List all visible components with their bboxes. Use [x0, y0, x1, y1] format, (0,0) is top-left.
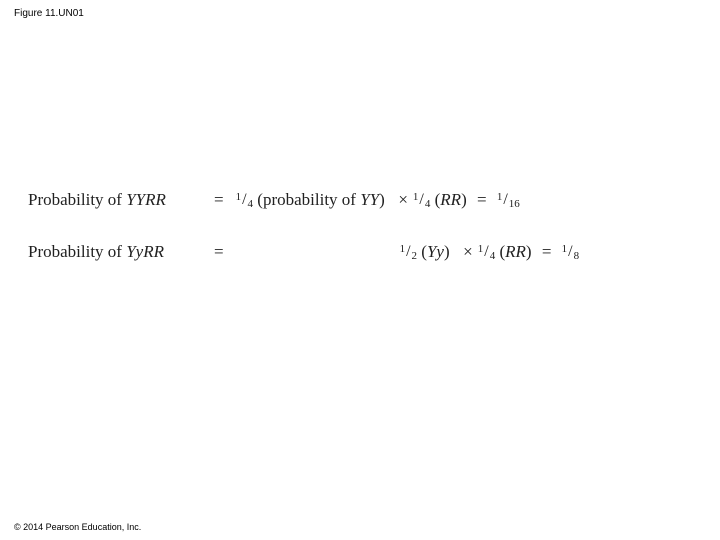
- equals-sign: =: [208, 190, 230, 210]
- equals-sign: =: [532, 242, 562, 262]
- probability-row-1: Probability of YYRR = 1/4 (probability o…: [28, 190, 692, 210]
- fraction-1-2: 1/2: [400, 244, 417, 260]
- fraction-1-4: 1/4: [236, 192, 253, 208]
- frac-den: 4: [424, 199, 431, 210]
- figure-label: Figure 11.UN01: [14, 8, 84, 19]
- row1-label-prefix: Probability of: [28, 190, 126, 209]
- fraction-1-4: 1/4: [413, 192, 430, 208]
- equals-sign: =: [208, 242, 230, 262]
- row1-paren1: (probability of YY): [257, 190, 385, 210]
- paren-geno: YY: [360, 190, 379, 209]
- row2-term1: 1/2 (Yy): [400, 242, 450, 262]
- paren-geno: RR: [440, 190, 461, 209]
- row1-term2: 1/4 (RR): [413, 190, 467, 210]
- equals-sign: =: [467, 190, 497, 210]
- paren-geno: RR: [505, 242, 526, 261]
- copyright-text: © 2014 Pearson Education, Inc.: [14, 522, 141, 532]
- row1-label: Probability of YYRR: [28, 190, 208, 210]
- row2-paren2: (RR): [499, 242, 531, 262]
- times-sign: ×: [385, 190, 413, 210]
- row2-genotype: YyRR: [126, 242, 164, 261]
- row1-genotype: YYRR: [126, 190, 166, 209]
- fraction-result-1-8: 1/8: [562, 244, 579, 260]
- row2-label-prefix: Probability of: [28, 242, 126, 261]
- paren-prefix: (probability of: [257, 190, 360, 209]
- probability-row-2: Probability of YyRR = 1/2 (Yy) × 1/4 (RR…: [28, 242, 692, 262]
- times-sign: ×: [450, 242, 478, 262]
- frac-den: 2: [411, 251, 418, 262]
- row2-label: Probability of YyRR: [28, 242, 208, 262]
- fraction-result-1-16: 1/16: [497, 192, 520, 208]
- frac-den: 8: [573, 251, 580, 262]
- row1-paren2: (RR): [435, 190, 467, 210]
- row2-paren1: (Yy): [421, 242, 449, 262]
- row1-term1: 1/4 (probability of YY): [236, 190, 385, 210]
- frac-den: 4: [247, 199, 254, 210]
- frac-den: 4: [489, 251, 496, 262]
- fraction-1-4: 1/4: [478, 244, 495, 260]
- row2-term2: 1/4 (RR): [478, 242, 532, 262]
- equations-block: Probability of YYRR = 1/4 (probability o…: [0, 190, 720, 294]
- paren-geno: Yy: [427, 242, 444, 261]
- frac-den: 16: [508, 199, 520, 210]
